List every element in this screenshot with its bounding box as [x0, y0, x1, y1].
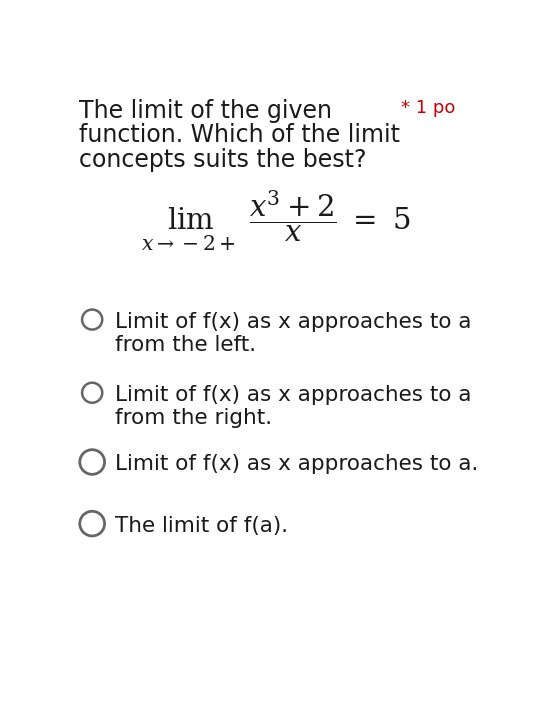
- Text: Limit of f(x) as x approaches to a: Limit of f(x) as x approaches to a: [115, 385, 472, 405]
- Text: $\underset{x\to -2+}{\lim}\ \dfrac{x^3+2}{x}\ =\ 5$: $\underset{x\to -2+}{\lim}\ \dfrac{x^3+2…: [141, 189, 411, 253]
- Text: * 1 po: * 1 po: [400, 99, 455, 116]
- Text: The limit of f(a).: The limit of f(a).: [115, 516, 288, 536]
- Text: concepts suits the best?: concepts suits the best?: [79, 148, 367, 172]
- Text: from the right.: from the right.: [115, 408, 273, 428]
- Text: function. Which of the limit: function. Which of the limit: [79, 124, 400, 148]
- Text: Limit of f(x) as x approaches to a: Limit of f(x) as x approaches to a: [115, 312, 472, 332]
- Text: Limit of f(x) as x approaches to a.: Limit of f(x) as x approaches to a.: [115, 455, 479, 474]
- Text: The limit of the given: The limit of the given: [79, 99, 332, 123]
- Text: from the left.: from the left.: [115, 335, 257, 355]
